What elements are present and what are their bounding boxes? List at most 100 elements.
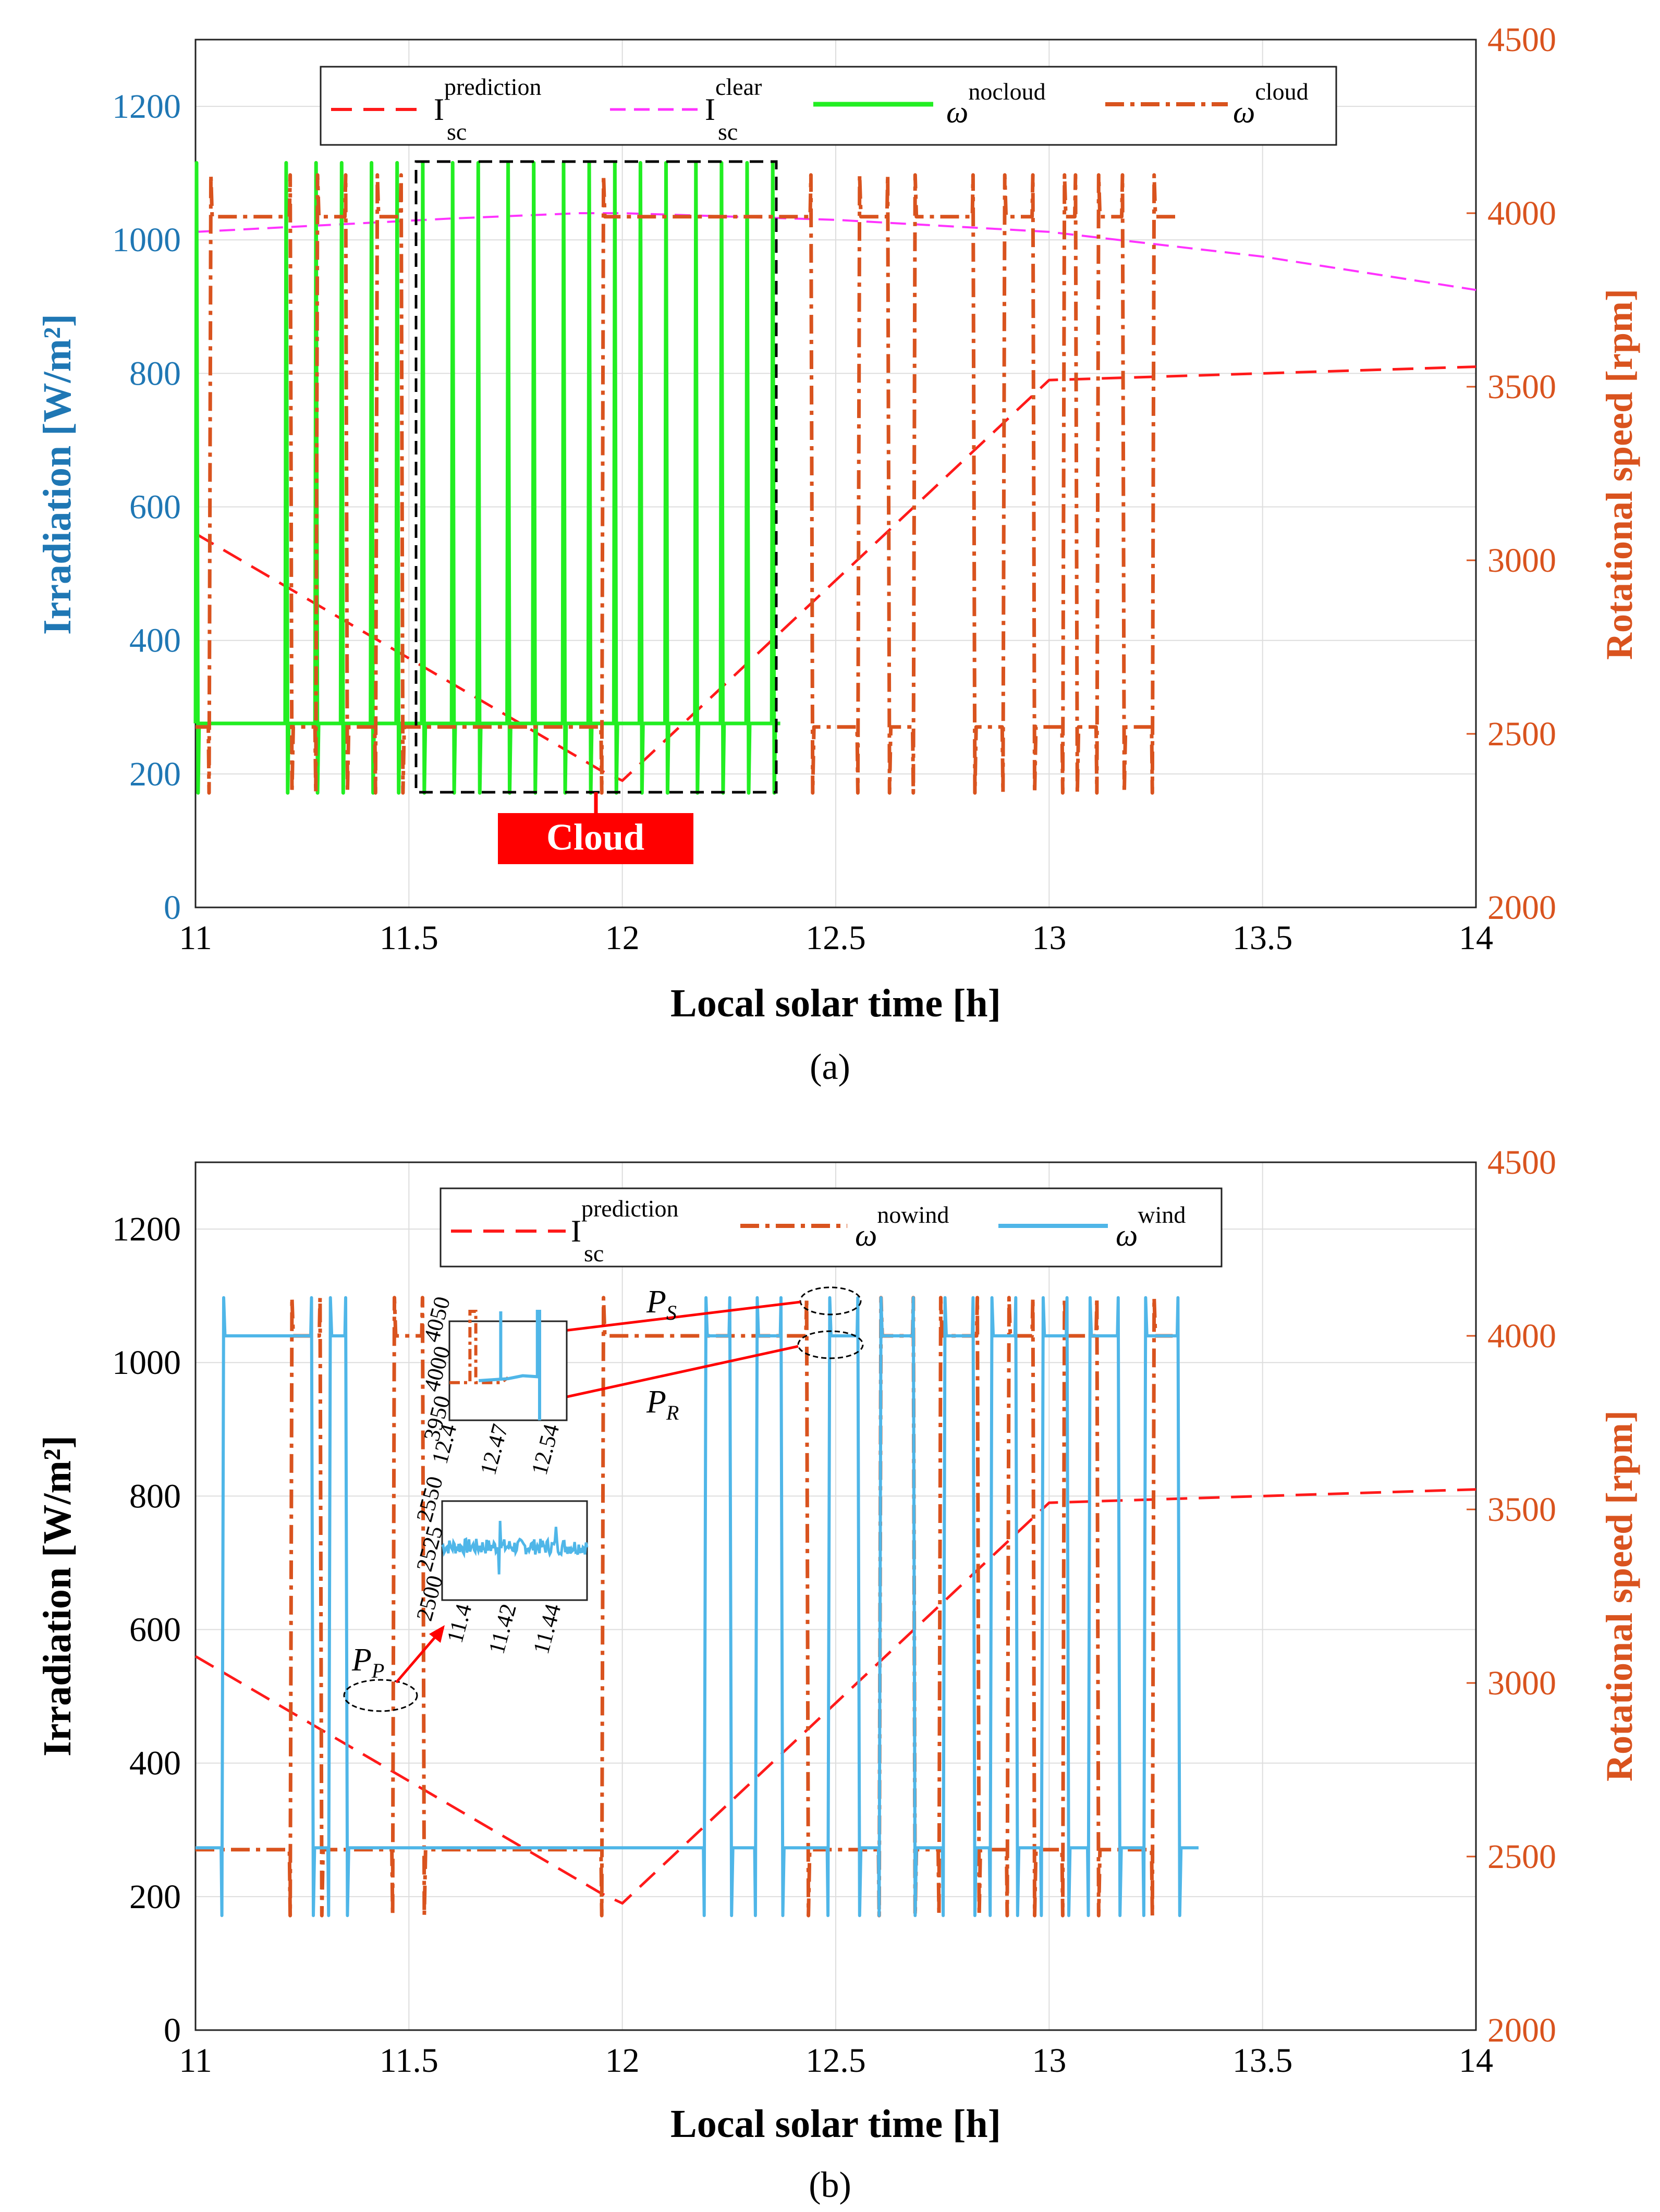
pp-label: PP <box>351 1642 384 1682</box>
legend-sup: prediction <box>444 73 542 100</box>
y-right-tick-label: 4000 <box>1487 1317 1556 1355</box>
y-right-tick-label: 2500 <box>1487 715 1556 753</box>
legend-sup: cloud <box>1255 78 1308 105</box>
x-tick-label: 11 <box>179 919 212 957</box>
pp-label-base: P <box>351 1642 372 1678</box>
y-left-tick-label: 1000 <box>112 1344 181 1382</box>
pp-label-sub: P <box>371 1659 384 1682</box>
legend-base: ω <box>855 1218 877 1252</box>
y-left-tick-label: 200 <box>129 755 181 793</box>
y-right-tick-label: 2000 <box>1487 889 1556 927</box>
y-right-tick-label: 4000 <box>1487 194 1556 232</box>
legend-entry-prediction: Iprediction sc <box>571 1195 678 1267</box>
pr-label: PR <box>646 1384 679 1424</box>
legend: Iprediction sc Iclear sc ωnocloud ωcloud <box>320 66 1337 146</box>
legend-sup: wind <box>1138 1201 1186 1228</box>
pr-arrow <box>550 1345 799 1402</box>
legend-entry-cloud: ωcloud <box>1233 78 1309 129</box>
y-right-tick-label: 3000 <box>1487 542 1556 580</box>
y-axis-left-label: Irradiation [W/m²] <box>35 314 79 635</box>
x-tick-label: 14 <box>1459 2042 1493 2080</box>
x-axis-label: Local solar time [h] <box>670 2102 1001 2146</box>
legend: Iprediction sc ωnowind ωwind <box>440 1187 1223 1268</box>
legend-sup: prediction <box>581 1195 679 1222</box>
caption: (a) <box>810 1047 850 1087</box>
series-layer <box>193 161 1476 795</box>
legend-base: ω <box>1116 1218 1138 1252</box>
x-tick-label: 12.5 <box>805 919 866 957</box>
series-i-sc-prediction <box>194 365 1476 782</box>
y-right-tick-label: 2500 <box>1487 1838 1556 1876</box>
callouts: PS PR PP <box>343 1284 864 1712</box>
x-tick-label: 12.5 <box>805 2042 866 2080</box>
tick-labels: 11 11.5 12 12.5 13 13.5 14 0 200 400 600 800 1000 120… <box>112 21 1556 957</box>
legend-sup: clear <box>715 73 762 100</box>
legend-base: I <box>571 1214 581 1248</box>
legend-sub: sc <box>718 118 738 145</box>
y-left-tick-label: 1000 <box>112 221 181 259</box>
ps-marker <box>799 1286 862 1316</box>
legend-entry-clear: Iclear sc <box>705 73 762 145</box>
x-tick-label: 11 <box>179 2042 212 2080</box>
x-axis-label: Local solar time [h] <box>670 981 1001 1025</box>
pp-marker <box>343 1679 418 1712</box>
legend-base: I <box>434 92 444 127</box>
legend-base: I <box>705 92 715 127</box>
y-axis-left-label: Irradiation [W/m²] <box>35 1435 79 1756</box>
x-tick-label: 13 <box>1032 919 1066 957</box>
y-left-tick-label: 800 <box>129 1477 181 1515</box>
x-tick-label: 14 <box>1459 919 1493 957</box>
y-left-tick-label: 200 <box>129 1878 181 1916</box>
y-left-tick-label: 0 <box>164 2011 181 2049</box>
y-left-tick-label: 1200 <box>112 88 181 126</box>
legend-sup: nowind <box>877 1201 949 1228</box>
legend-entry-nowind: ωnowind <box>855 1201 949 1252</box>
y-right-tick-label: 4500 <box>1487 1144 1556 1182</box>
grid <box>195 1161 1476 2031</box>
legend-entry-nocloud: ωnocloud <box>946 78 1046 129</box>
panel-b: 11 11.5 12 12.5 13 13.5 14 0 200 400 600 800 1000 120… <box>35 1144 1640 2205</box>
y-right-tick-label: 2000 <box>1487 2011 1556 2049</box>
inset-series-nowind <box>449 1310 509 1384</box>
x-tick-label: 11.5 <box>380 919 438 957</box>
inset-series <box>449 1310 541 1420</box>
legend-entry-wind: ωwind <box>1116 1201 1186 1252</box>
y-axis-right-label: Rotational speed [rpm] <box>1598 289 1640 660</box>
legend-base: ω <box>1233 95 1255 129</box>
y-right-tick-label: 3500 <box>1487 368 1556 406</box>
series---nocloud <box>193 161 780 795</box>
series---cloud <box>196 173 1177 795</box>
legend-sup: nocloud <box>968 78 1045 105</box>
series-i-sc-clear <box>195 212 1476 291</box>
y-left-tick-label: 600 <box>129 1611 181 1649</box>
tick-labels: 11 11.5 12 12.5 13 13.5 14 0 200 400 600 800 1000 120… <box>112 1144 1556 2080</box>
ps-label: PS <box>646 1284 677 1324</box>
series---nowind <box>196 1296 1177 1918</box>
series---wind <box>196 1296 1199 1918</box>
x-tick-label: 12 <box>605 919 640 957</box>
inset-series-wind <box>441 1520 589 1575</box>
ps-label-base: P <box>646 1284 666 1320</box>
pp-arrowhead <box>429 1625 445 1643</box>
y-right-tick-label: 3500 <box>1487 1491 1556 1529</box>
inset-series-wind <box>479 1310 541 1420</box>
y-left-tick-label: 800 <box>129 354 181 392</box>
y-left-tick-label: 0 <box>164 889 181 927</box>
legend-base: ω <box>946 95 968 129</box>
ps-label-sub: S <box>666 1301 677 1324</box>
series-i-sc-prediction <box>194 1488 1476 1905</box>
series-layer <box>194 1296 1476 1918</box>
plot-frame <box>194 1161 1477 2031</box>
y-left-tick-label: 400 <box>129 622 181 660</box>
cloud-label-box <box>498 813 693 864</box>
legend-sub: sc <box>584 1240 604 1267</box>
x-tick-label: 13 <box>1032 2042 1066 2080</box>
y-axis-right-label: Rotational speed [rpm] <box>1598 1410 1640 1781</box>
y-right-tick-label: 4500 <box>1487 21 1556 59</box>
y-right-tick-label: 3000 <box>1487 1664 1556 1702</box>
ps-arrow <box>534 1300 801 1336</box>
caption: (b) <box>809 2165 851 2205</box>
cloud-label: Cloud <box>546 816 644 858</box>
